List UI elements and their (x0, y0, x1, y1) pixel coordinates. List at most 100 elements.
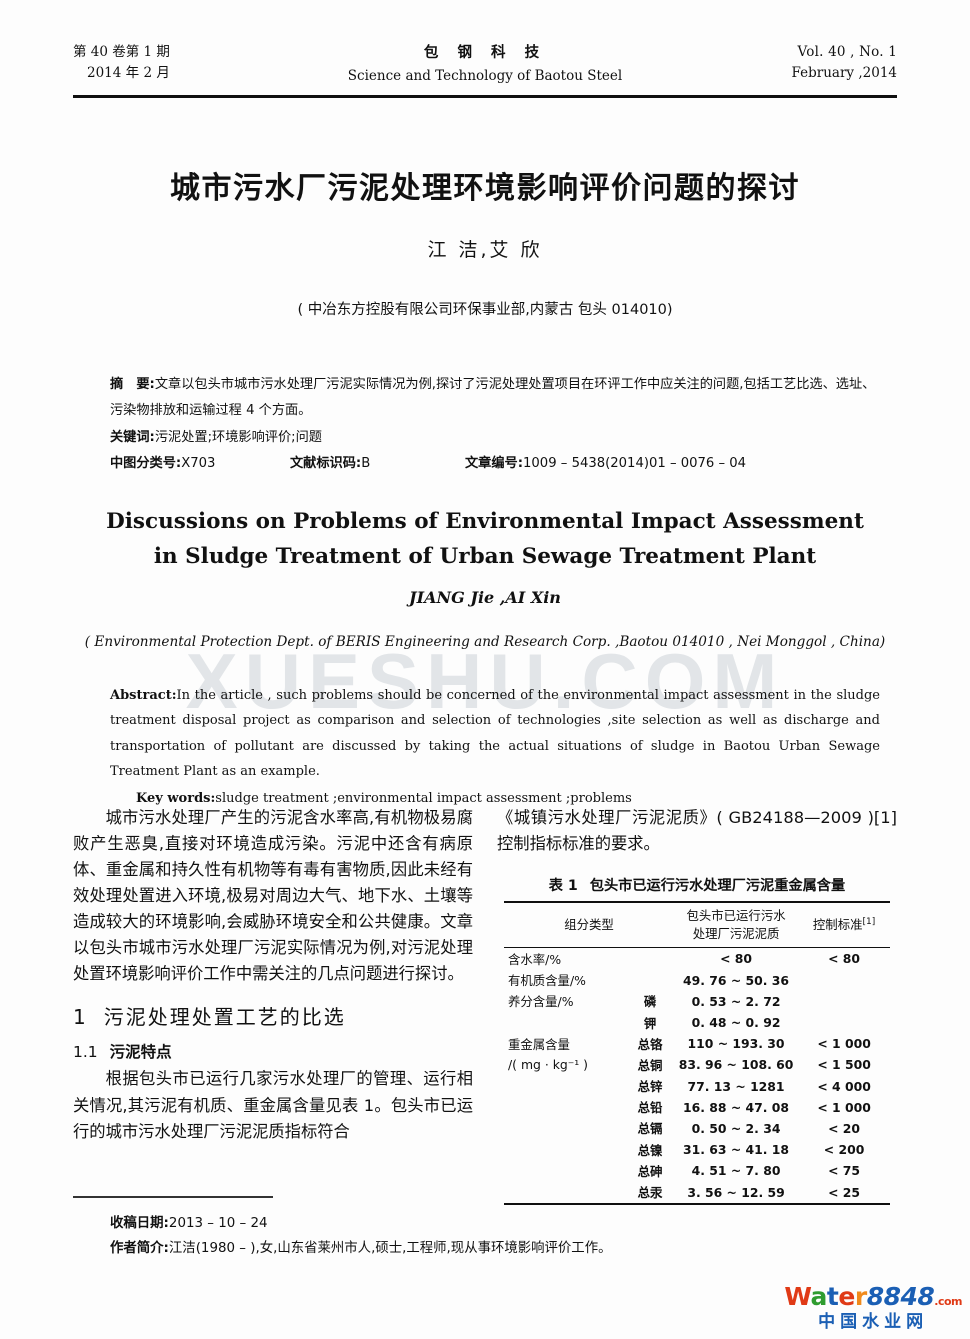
cell-measured-value: 0. 48 ~ 0. 92 (691, 1015, 781, 1030)
th-control-standard-text: 控制标准 (812, 916, 863, 932)
cell-component-type: 养分含量/% (508, 994, 574, 1010)
cell-component-type: 含水率/% (508, 951, 562, 967)
received-date-row: 收稿日期:2013 – 10 – 24 (110, 1212, 900, 1237)
left-paragraph-1: 城市污水处理厂产生的污泥含水率高,有机物极易腐败产生恶臭,直接对环境造成污染。污… (73, 808, 473, 984)
cell-control-standard: < 80 (828, 951, 861, 967)
table-caption-text: 包头市已运行污水处理厂污泥重金属含量 (589, 878, 846, 895)
abstract-cn-paragraph: 摘 要:文章以包头市城市污水处理厂污泥实际情况为例,探讨了污泥处理处置项目在环评… (110, 372, 880, 425)
cell-measured-value: 16. 88 ~ 47. 08 (683, 1099, 790, 1115)
cell-component-type (504, 1139, 626, 1160)
cell-sub-item: 磷 (643, 994, 657, 1010)
table-row: 总镍 31. 63 ~ 41. 18 < 200 (504, 1139, 890, 1160)
cell-control-standard: < 75 (828, 1163, 861, 1179)
body-column-left: 城市污水处理厂产生的污泥含水率高,有机物极易腐败产生恶臭,直接对环境造成污染。污… (73, 805, 473, 1145)
th-measured-quality-line1: 包头市已运行污水 (686, 908, 786, 924)
right-paragraph-1: 《城镇污水处理厂污泥泥质》( GB24188—2009 )[1] 控制指标标准的… (497, 808, 897, 854)
affiliation-cn: ( 中冶东方控股有限公司环保事业部,内蒙古 包头 014010) (297, 302, 673, 318)
keywords-en-row: Key words:sludge treatment ;environmenta… (110, 786, 880, 811)
cell-component-type (504, 1012, 626, 1033)
volume-issue-en: Vol. 40 , No. 1 (797, 44, 897, 60)
table-row: 总汞 3. 56 ~ 12. 59 < 25 (504, 1181, 890, 1203)
cell-sub-item: 总铬 (637, 1036, 663, 1052)
table-row: 含水率/% < 80 < 80 (504, 948, 890, 970)
section-heading-1: 1 污泥处理处置工艺的比选 (73, 1001, 473, 1030)
doccode-label: 文献标识码: (290, 456, 362, 472)
cell-component-type: 有机质含量/% (508, 973, 586, 989)
affiliation-en: ( Environmental Protection Dept. of BERI… (84, 634, 886, 650)
cell-component-type: 重金属含量 (508, 1036, 570, 1052)
keywords-en-text: sludge treatment ;environmental impact a… (215, 791, 632, 807)
cell-control-standard: < 200 (823, 1142, 865, 1158)
cell-measured-value: < 80 (720, 951, 753, 967)
cell-control-standard (798, 970, 890, 991)
left-paragraph-2: 根据包头市已运行几家污水处理厂的管理、运行相关情况,其污泥有机质、重金属含量见表… (73, 1069, 473, 1141)
section-number-1: 1 (73, 1005, 88, 1030)
keywords-cn-label: 关键词: (110, 429, 155, 445)
cell-measured-value: 110 ~ 193. 30 (687, 1036, 785, 1052)
header-rule (73, 95, 897, 98)
article-number-label: 文章编号: (465, 456, 524, 472)
table-caption-number: 表 1 (548, 878, 578, 895)
cell-component-type (504, 1075, 626, 1096)
cell-measured-value: 0. 50 ~ 2. 34 (691, 1120, 781, 1136)
heavy-metal-table: 组分类型 包头市已运行污水 处理厂污泥泥质 控制标准[1] 含水率/% < 80 <… (504, 901, 890, 1204)
table-row: 总镉 0. 50 ~ 2. 34 < 20 (504, 1118, 890, 1139)
running-head-left: 第 40 卷第 1 期 2014 年 2 月 (73, 42, 293, 84)
cell-measured-value: 31. 63 ~ 41. 18 (683, 1142, 790, 1158)
table-header-row: 组分类型 包头市已运行污水 处理厂污泥泥质 控制标准[1] (504, 902, 890, 948)
cell-measured-value: 49. 76 ~ 50. 36 (683, 972, 790, 988)
cell-measured-value: 0. 53 ~ 2. 72 (691, 993, 781, 1009)
table-row: /( mg · kg⁻¹ ) 总铜 83. 96 ~ 108. 60 < 1 500 (504, 1054, 890, 1075)
th-measured-quality: 包头市已运行污水 处理厂污泥泥质 (674, 902, 798, 948)
cell-sub-item: 总镍 (637, 1142, 663, 1158)
cell-sub-item: 钾 (643, 1015, 657, 1031)
logo-domain: .com (934, 1295, 962, 1308)
water8848-logo: Water8848.com 中国水业网 (784, 1284, 962, 1331)
logo-letter-t: t (826, 1282, 839, 1311)
right-paragraph-1-wrap: 《城镇污水处理厂污泥泥质》( GB24188—2009 )[1] 控制指标标准的… (497, 805, 897, 857)
cell-sub-item: 总砷 (637, 1163, 663, 1179)
clc-value: X703 (181, 456, 216, 472)
body-column-right: 《城镇污水处理厂污泥泥质》( GB24188—2009 )[1] 控制指标标准的… (497, 805, 897, 1205)
abstract-cn-block: 摘 要:文章以包头市城市污水处理厂污泥实际情况为例,探讨了污泥处理处置项目在环评… (110, 372, 880, 478)
logo-number: 8848 (866, 1282, 935, 1311)
cell-control-standard: < 25 (828, 1184, 861, 1200)
classification-row: 中图分类号:X703 文献标识码:B 文章编号:1009 – 5438(2014… (110, 451, 880, 477)
section-title-1-1: 污泥特点 (109, 1043, 172, 1062)
cell-measured-value: 77. 13 ~ 1281 (687, 1078, 785, 1094)
table-head: 组分类型 包头市已运行污水 处理厂污泥泥质 控制标准[1] (504, 902, 890, 948)
th-control-standard: 控制标准[1] (798, 902, 890, 948)
cell-sub-item: 总锌 (637, 1079, 663, 1095)
abstract-en-label: Abstract: (110, 688, 177, 703)
section-number-1-1: 1.1 (73, 1043, 98, 1062)
cell-component-type (504, 1097, 626, 1118)
abstract-en-block: Abstract:In the article , such problems … (110, 683, 880, 812)
table-row: 有机质含量/% 49. 76 ~ 50. 36 (504, 970, 890, 991)
running-head: 第 40 卷第 1 期 2014 年 2 月 包 钢 科 技 Science a… (73, 42, 897, 87)
doccode-value: B (361, 456, 371, 472)
table-row: 总铅 16. 88 ~ 47. 08 < 1 000 (504, 1097, 890, 1118)
clc-label: 中图分类号: (110, 456, 182, 472)
section-title-1: 污泥处理处置工艺的比选 (103, 1005, 346, 1030)
received-date-value: 2013 – 10 – 24 (168, 1216, 268, 1231)
cell-sub-item: 总汞 (637, 1185, 663, 1200)
cell-control-standard (798, 991, 890, 1012)
volume-issue: 第 40 卷第 1 期 (73, 44, 170, 60)
background-watermark: XUESHU.COM (185, 637, 785, 725)
cell-component-type (504, 1160, 626, 1181)
abstract-en-paragraph: Abstract:In the article , such problems … (110, 683, 880, 784)
table-row: 总锌 77. 13 ~ 1281 < 4 000 (504, 1075, 890, 1096)
cell-component-type (504, 1118, 626, 1139)
clc-field: 中图分类号:X703 (110, 451, 290, 477)
table-row: 重金属含量 总铬 110 ~ 193. 30 < 1 000 (504, 1033, 890, 1054)
cell-component-type: /( mg · kg⁻¹ ) (508, 1057, 589, 1073)
keywords-cn-text: 污泥处置;环境影响评价;问题 (154, 429, 322, 445)
cell-control-standard: < 4 000 (817, 1078, 871, 1094)
table-row: 养分含量/% 磷 0. 53 ~ 2. 72 (504, 991, 890, 1012)
authors-en: JIANG Jie ,AI Xin (409, 588, 561, 607)
cell-control-standard: < 1 000 (817, 1099, 871, 1115)
logo-wordmark: Water8848.com (784, 1284, 962, 1309)
cell-sub-item (626, 948, 674, 970)
article-number-field: 文章编号:1009 – 5438(2014)01 – 0076 – 04 (465, 451, 746, 477)
